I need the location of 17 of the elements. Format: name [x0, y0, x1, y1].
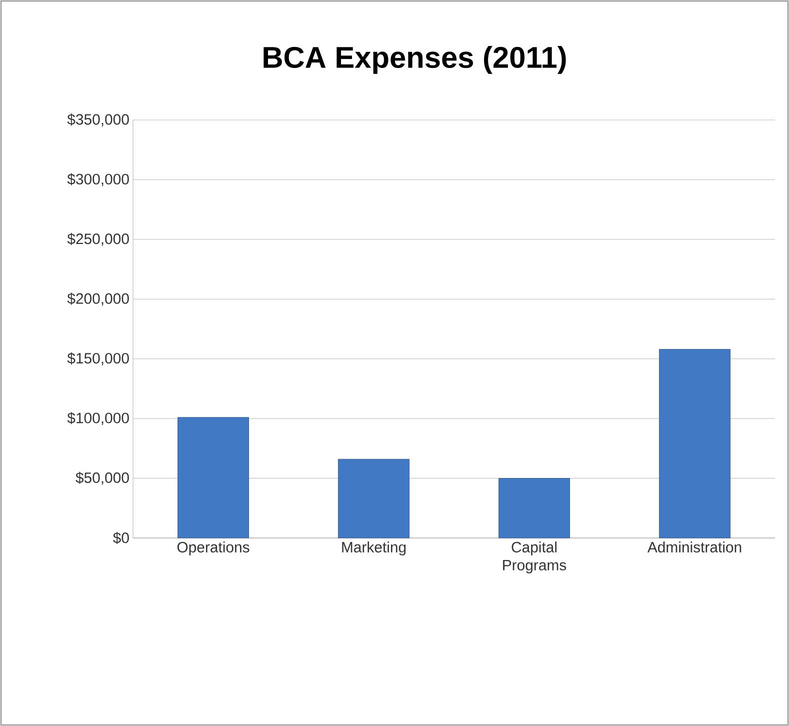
x-tick-label: Capital Programs	[503, 542, 566, 574]
x-tick-label: Administration	[647, 542, 742, 552]
y-tick-label: $150,000	[67, 352, 129, 366]
y-tick-label: $350,000	[67, 113, 129, 126]
y-tick-label: $100,000	[67, 412, 129, 426]
chart-title: BCA Expenses (2011)	[264, 46, 566, 74]
y-tick-label: $200,000	[67, 292, 129, 306]
bar	[338, 458, 410, 538]
bar	[659, 349, 730, 538]
y-tick-label: $0	[113, 532, 129, 544]
x-tick-label: Marketing	[342, 542, 406, 556]
y-tick-label: $300,000	[67, 173, 129, 186]
y-tick-label: $250,000	[67, 232, 129, 246]
y-tick-label: $50,000	[76, 472, 129, 485]
x-tick-label: Operations	[177, 542, 250, 556]
bar	[498, 478, 570, 538]
bar	[178, 417, 249, 538]
